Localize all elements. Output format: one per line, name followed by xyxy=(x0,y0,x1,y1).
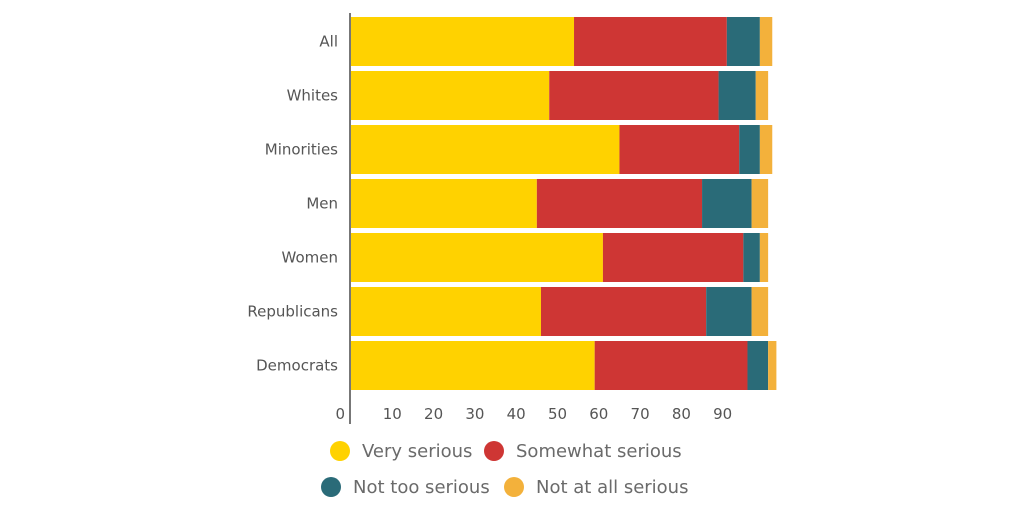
bar-minorities-not-at-all-serious xyxy=(759,125,773,174)
bar-republicans-not-at-all-serious xyxy=(751,287,769,336)
bar-men-not-too-serious xyxy=(702,179,752,228)
legend-swatch-somewhat-serious xyxy=(484,441,504,461)
bar-men-not-at-all-serious xyxy=(751,179,769,228)
bar-minorities-very-serious xyxy=(351,125,620,174)
x-tick-label-60: 60 xyxy=(589,405,608,423)
legend-label-not-at-all-serious: Not at all serious xyxy=(536,477,688,498)
legend: Very serious Somewhat serious Not too seri… xyxy=(321,441,688,498)
category-label-all: All xyxy=(319,33,338,51)
category-label-democrats: Democrats xyxy=(256,357,338,375)
x-tick-label-40: 40 xyxy=(507,405,526,423)
bar-whites-not-at-all-serious xyxy=(755,71,769,120)
category-labels: All Whites Minorities Men Women Republicans De… xyxy=(247,33,338,375)
legend-swatch-not-at-all-serious xyxy=(504,477,524,497)
legend-label-not-too-serious: Not too serious xyxy=(353,477,490,498)
bar-whites-somewhat-serious xyxy=(549,71,719,120)
bar-women-somewhat-serious xyxy=(602,233,744,282)
bar-men-very-serious xyxy=(351,179,537,228)
x-tick-label-70: 70 xyxy=(631,405,650,423)
bar-men-somewhat-serious xyxy=(536,179,703,228)
category-label-republicans: Republicans xyxy=(247,303,338,321)
bar-minorities-not-too-serious xyxy=(739,125,760,174)
category-label-whites: Whites xyxy=(287,87,339,105)
x-tick-label-10: 10 xyxy=(383,405,402,423)
x-axis-ticks: 0 10 20 30 40 50 60 70 80 90 xyxy=(335,405,732,423)
bar-democrats-somewhat-serious xyxy=(594,341,748,390)
x-tick-label-50: 50 xyxy=(548,405,567,423)
x-tick-label-0: 0 xyxy=(335,405,345,423)
bar-women-very-serious xyxy=(351,233,603,282)
bar-democrats-not-too-serious xyxy=(747,341,769,390)
x-tick-label-20: 20 xyxy=(424,405,443,423)
bar-all-not-too-serious xyxy=(726,17,760,66)
bar-democrats-not-at-all-serious xyxy=(768,341,777,390)
bar-women-not-at-all-serious xyxy=(759,233,769,282)
bar-minorities-somewhat-serious xyxy=(619,125,740,174)
bar-all-very-serious xyxy=(351,17,575,66)
bar-republicans-not-too-serious xyxy=(706,287,752,336)
bar-women-not-too-serious xyxy=(743,233,760,282)
x-tick-label-80: 80 xyxy=(672,405,691,423)
bar-whites-not-too-serious xyxy=(718,71,756,120)
legend-label-somewhat-serious: Somewhat serious xyxy=(516,441,682,462)
category-label-men: Men xyxy=(306,195,338,213)
bar-republicans-somewhat-serious xyxy=(540,287,707,336)
category-label-women: Women xyxy=(282,249,338,267)
bars-group xyxy=(351,17,777,390)
x-tick-label-30: 30 xyxy=(465,405,484,423)
legend-label-very-serious: Very serious xyxy=(362,441,472,462)
bar-democrats-very-serious xyxy=(351,341,595,390)
category-label-minorities: Minorities xyxy=(265,141,338,159)
bar-republicans-very-serious xyxy=(351,287,541,336)
legend-swatch-very-serious xyxy=(330,441,350,461)
bar-all-not-at-all-serious xyxy=(759,17,773,66)
legend-swatch-not-too-serious xyxy=(321,477,341,497)
x-tick-label-90: 90 xyxy=(713,405,732,423)
bar-whites-very-serious xyxy=(351,71,550,120)
bar-all-somewhat-serious xyxy=(574,17,727,66)
